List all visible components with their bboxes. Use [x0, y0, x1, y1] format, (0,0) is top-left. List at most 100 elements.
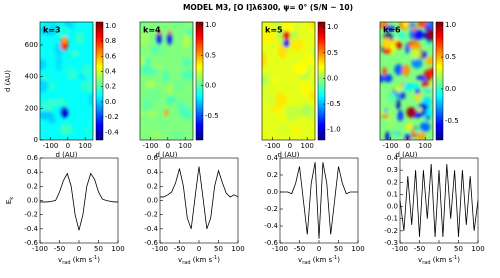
y-tick-label: -0.1	[384, 215, 398, 223]
y-tick-label: -0.2	[144, 211, 158, 219]
x-tick-label: 50	[454, 245, 463, 253]
map-feature	[157, 29, 161, 35]
map-spot	[88, 93, 93, 107]
map-texture	[140, 22, 193, 140]
map-spot	[76, 94, 84, 104]
map-spot	[410, 48, 422, 60]
map-spot	[60, 123, 73, 135]
colorbar-tick-label: -0.5	[327, 100, 341, 108]
plot-frame	[279, 157, 359, 244]
map-frame	[261, 21, 316, 141]
map-spot	[386, 108, 396, 117]
y-tick-label: 0.0	[147, 197, 158, 205]
map-spot	[417, 103, 429, 116]
x-tick-label: -50	[294, 245, 305, 253]
colorbar	[95, 21, 104, 141]
map-image	[40, 22, 93, 140]
map-spot	[382, 67, 387, 76]
x-axis-label: vrad (km s-1)	[58, 255, 100, 266]
x-tick-label: -100	[32, 245, 48, 253]
x-axis-label-part: rad	[422, 260, 430, 266]
map-spot	[69, 50, 79, 58]
map-spot	[144, 56, 152, 66]
y-tick-label: 0.0	[267, 188, 278, 196]
colorbar-tick-label: 0.5	[205, 51, 216, 59]
x-tick-label: -100	[264, 142, 280, 150]
x-axis-label-part: v	[178, 256, 182, 264]
map-texture	[262, 22, 315, 140]
map-spot	[293, 126, 301, 135]
y-tick-label: 0.3	[387, 166, 398, 174]
x-axis-label-part: )	[217, 256, 220, 264]
map-spot	[262, 52, 267, 67]
map-spot	[427, 28, 433, 40]
map-spot	[416, 22, 428, 28]
y-tick-label: 0.4	[387, 154, 399, 162]
x-axis-label-part: -1	[92, 255, 97, 261]
map-spot	[75, 30, 84, 45]
map-spot	[146, 81, 156, 88]
x-axis-label-part: rad	[62, 260, 70, 266]
y-tick-label: 0.4	[147, 168, 159, 176]
map-spot	[262, 74, 269, 87]
map-spot	[394, 64, 404, 76]
y-tick-label: -0.6	[264, 239, 278, 247]
y-tick-label: 0.1	[387, 190, 398, 198]
map-spot	[413, 29, 424, 40]
y-tick-label: 0.4	[267, 154, 279, 162]
y-tick-label: -0.2	[24, 211, 38, 219]
y-tick-label: -0.3	[384, 239, 398, 247]
x-tick-label: -100	[152, 245, 168, 253]
map-spot	[300, 133, 308, 140]
map-image	[140, 22, 193, 140]
x-tick-label: 0	[66, 142, 70, 150]
map-spot	[292, 62, 308, 76]
x-axis-label: d (AU)	[55, 151, 77, 159]
y-tick-label: 0	[34, 136, 38, 144]
x-tick-label: -50	[414, 245, 425, 253]
figure-title: MODEL M3, [O I]λ6300, ψ= 0° (S/N ~ 10)	[183, 3, 353, 12]
y-axis-label-part: k	[9, 197, 15, 200]
x-tick-label: -50	[174, 245, 185, 253]
x-axis-label: d (AU)	[277, 151, 299, 159]
x-tick-label: 50	[214, 245, 223, 253]
map-spot	[395, 98, 401, 110]
map-spot	[285, 105, 301, 121]
x-axis-label-part: v	[418, 256, 422, 264]
line	[160, 166, 239, 229]
x-axis-label-part: rad	[302, 260, 310, 266]
x-axis-label-part: -1	[452, 255, 457, 261]
map-spot	[40, 59, 47, 70]
map-feature	[167, 29, 172, 35]
map-spot	[55, 25, 72, 37]
map-spot	[412, 83, 419, 90]
x-axis-label-part: rad	[182, 260, 190, 266]
colorbar-tick-label: 0.2	[105, 83, 116, 91]
map-spot	[425, 107, 433, 117]
y-tick-label: 0.2	[27, 182, 38, 190]
map-spot	[40, 75, 51, 82]
x-tick-label: 100	[231, 245, 244, 253]
map-image	[262, 22, 315, 140]
map-spot	[383, 74, 393, 83]
colorbar-tick-label: 0.8	[105, 37, 116, 45]
colorbar-tick-label: -0.2	[105, 113, 119, 121]
colorbar-tick-label: 0.6	[105, 52, 117, 60]
x-axis-label: vrad (km s-1)	[418, 255, 460, 266]
y-tick-label: 0.0	[387, 203, 398, 211]
colorbar-tick-label: 0.4	[105, 67, 117, 75]
y-tick-label: 0.2	[267, 171, 278, 179]
map-spot	[181, 69, 193, 81]
colorbar-tick-label: 1.0	[205, 21, 216, 29]
x-tick-label: -100	[272, 245, 288, 253]
x-axis-label-part: (km s	[71, 256, 93, 264]
colorbar-tick-label: -1.0	[327, 126, 341, 134]
colorbar-tick-label: 0.0	[105, 98, 116, 106]
y-tick-label: 0.4	[27, 168, 39, 176]
colorbar	[317, 21, 326, 141]
colorbar-tick-label: 0.5	[327, 49, 338, 57]
y-tick-label: -0.2	[264, 205, 278, 213]
x-tick-label: 0	[166, 142, 170, 150]
map-spot	[83, 102, 91, 113]
y-tick-label: 0.0	[27, 197, 38, 205]
